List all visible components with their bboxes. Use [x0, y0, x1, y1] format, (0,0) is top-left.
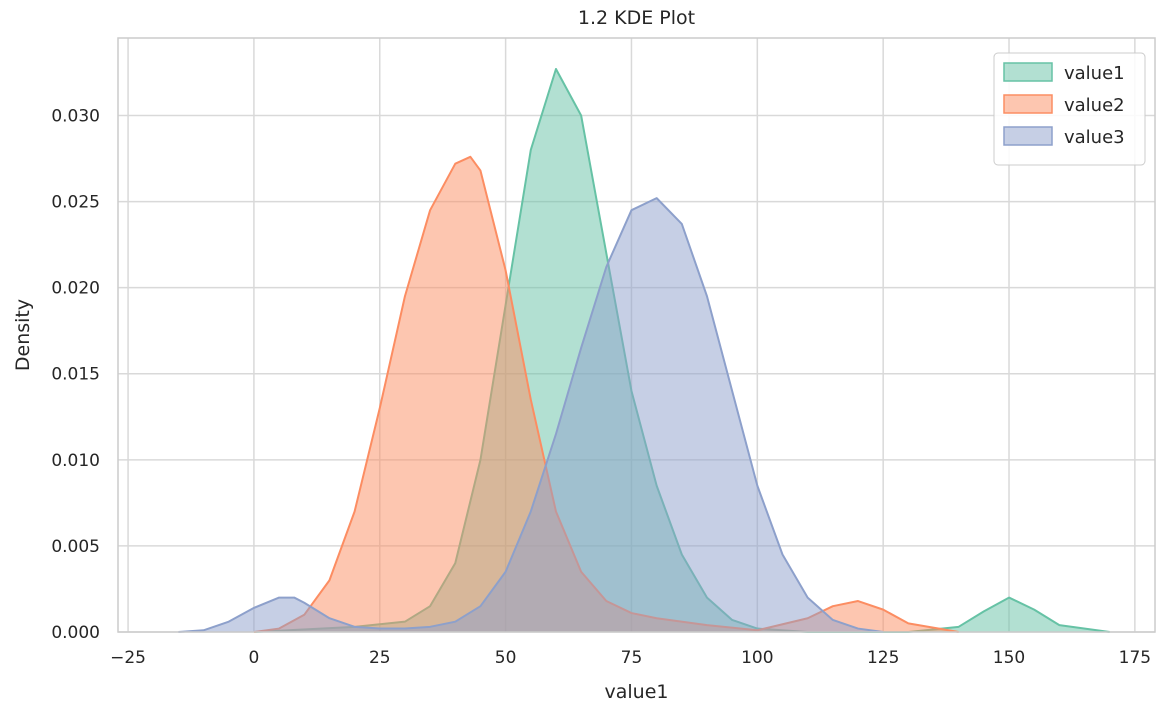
- x-axis-label: value1: [605, 681, 669, 703]
- x-tick-label: 100: [741, 648, 773, 668]
- legend-label: value3: [1064, 127, 1125, 148]
- kde-area-value3: [178, 198, 884, 632]
- y-tick-label: 0.030: [51, 106, 100, 126]
- legend-label: value2: [1064, 95, 1125, 116]
- x-tick-label: 175: [1119, 648, 1151, 668]
- x-tick-label: 0: [249, 648, 260, 668]
- y-tick-label: 0.015: [51, 365, 100, 385]
- kde-line-value3: [178, 197, 884, 633]
- x-tick-label: 75: [621, 648, 643, 668]
- series-areas: [178, 67, 1110, 633]
- y-tick-label: 0.020: [51, 279, 100, 299]
- y-tick-label: 0.005: [51, 537, 100, 557]
- legend-swatch: [1003, 62, 1053, 82]
- y-axis-label: Density: [12, 299, 34, 371]
- kde-area-value2: [253, 156, 959, 633]
- y-tick-label: 0.025: [51, 193, 100, 213]
- x-tick-label: 150: [993, 648, 1025, 668]
- kde-line-value2: [253, 155, 959, 633]
- plot-frame: [117, 37, 1156, 633]
- y-tick-label: 0.010: [51, 451, 100, 471]
- legend-label: value1: [1064, 63, 1125, 84]
- x-tick-labels: −25 0 25 50 75 100 125 150 175: [110, 648, 1151, 668]
- legend-swatch: [1003, 126, 1053, 146]
- x-tick-label: 125: [867, 648, 899, 668]
- x-tick-label: −25: [110, 648, 146, 668]
- legend: value1 value2 value3: [993, 52, 1146, 166]
- x-tick-label: 25: [369, 648, 391, 668]
- legend-swatch: [1003, 94, 1053, 114]
- x-tick-label: 50: [495, 648, 517, 668]
- chart-title: 1.2 KDE Plot: [578, 7, 695, 29]
- y-tick-label: 0.000: [51, 623, 100, 643]
- y-tick-labels: 0.000 0.005 0.010 0.015 0.020 0.025 0.030: [51, 106, 100, 643]
